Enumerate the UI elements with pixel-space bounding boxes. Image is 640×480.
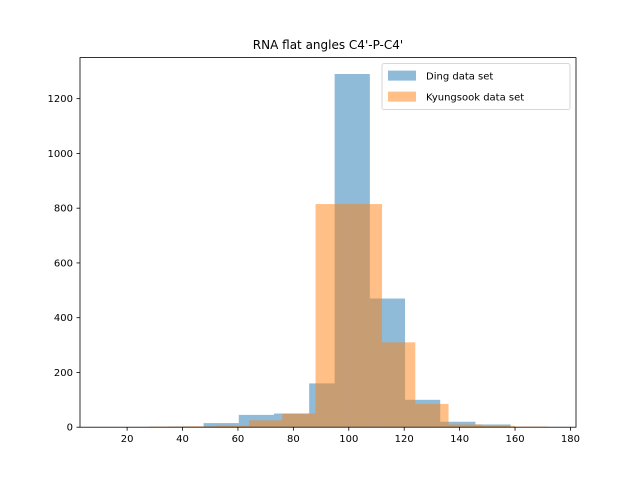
bar-series1-bin7 [382, 342, 416, 428]
legend-swatch-0 [388, 70, 416, 81]
legend-swatch-1 [388, 91, 416, 102]
bar-series1-bin8 [415, 403, 449, 428]
y-tick-label-3: 600 [54, 258, 73, 269]
legend-label-1: Kyungsook data set [426, 93, 524, 104]
plot-frame [79, 57, 577, 428]
y-tick-label-0: 0 [67, 423, 73, 434]
bar-series1-bin9 [448, 424, 482, 428]
x-tick-label-4: 100 [339, 434, 358, 445]
x-axis: 20 40 60 80 100 120 140 160 180 [121, 427, 580, 445]
x-tick-label-0: 20 [121, 434, 134, 445]
bar-series1-bin6 [348, 204, 383, 428]
x-tick-label-1: 40 [176, 434, 189, 445]
bar-series1-bin5 [315, 204, 349, 428]
x-tick-label-5: 120 [395, 434, 414, 445]
y-tick-label-6: 1200 [48, 94, 73, 105]
bar-series1-bin3 [249, 420, 283, 428]
legend-label-0: Ding data set [426, 72, 493, 83]
x-tick-label-2: 60 [232, 434, 245, 445]
x-tick-label-8: 180 [561, 434, 580, 445]
bar-series1-bin10 [481, 425, 516, 428]
x-tick-label-6: 140 [450, 434, 469, 445]
y-tick-label-4: 800 [54, 204, 73, 215]
y-tick-label-2: 400 [54, 313, 73, 324]
legend: Ding data set Kyungsook data set [381, 63, 571, 110]
x-tick-label-3: 80 [287, 434, 300, 445]
y-tick-label-1: 200 [54, 368, 73, 379]
x-tick-label-7: 160 [505, 434, 524, 445]
bar-series1-bin4 [282, 413, 316, 428]
bar-series1-bin2 [215, 425, 250, 428]
legend-box [381, 63, 571, 110]
bars-layer [133, 74, 549, 428]
bar-series1-bin1 [182, 426, 216, 428]
chart-title: RNA flat angles C4'-P-C4' [253, 38, 403, 52]
y-axis: 0 200 400 600 800 1000 1200 [48, 94, 80, 434]
bar-series0-bin3 [203, 423, 239, 428]
y-tick-label-5: 1000 [48, 149, 73, 160]
